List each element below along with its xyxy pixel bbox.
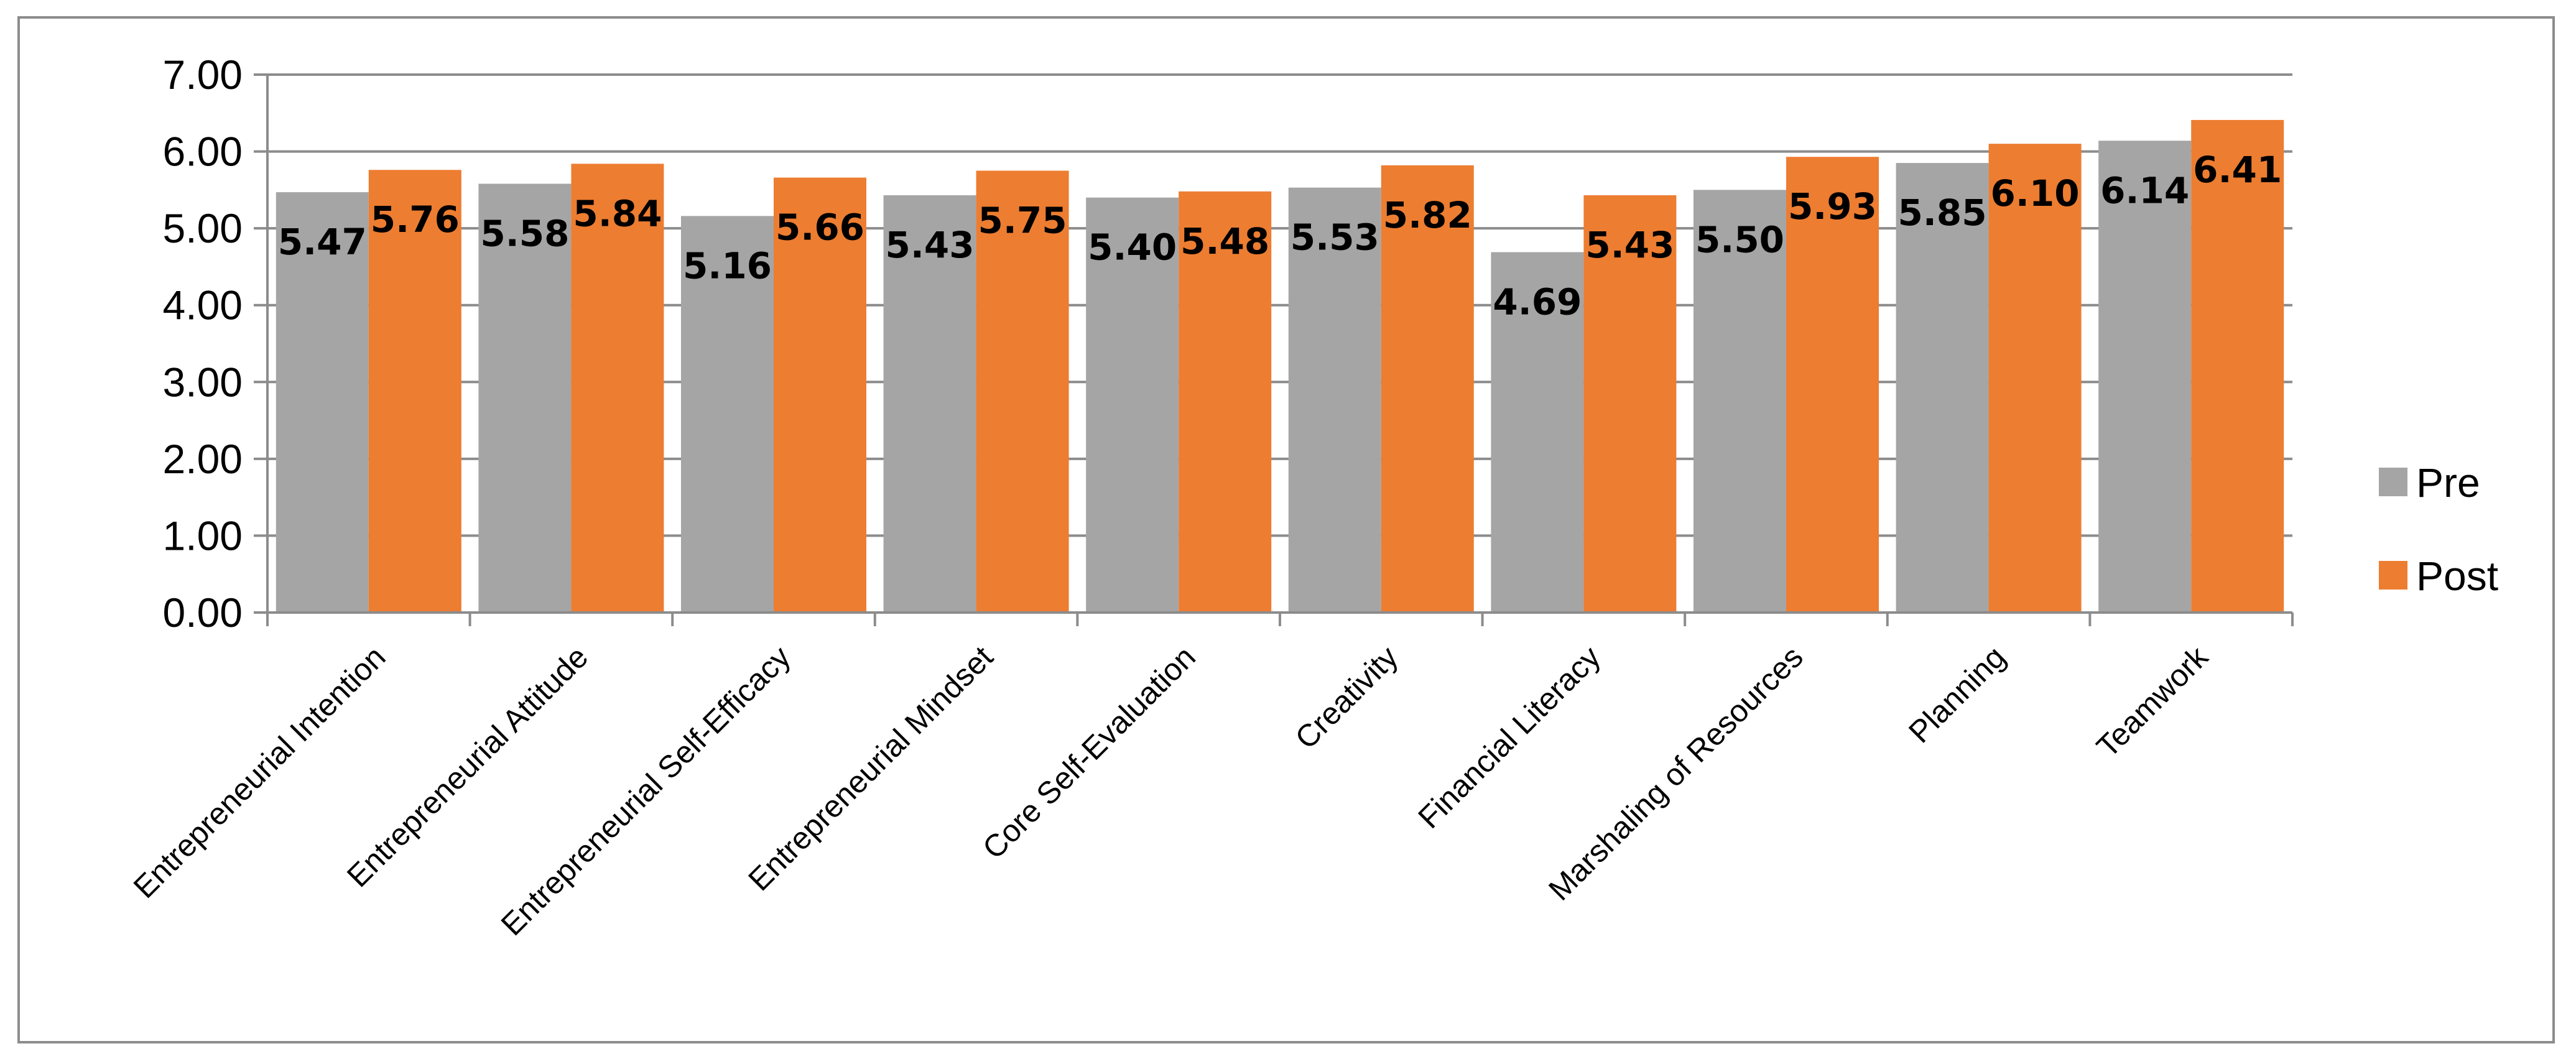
- legend-swatch-pre: [2379, 468, 2407, 496]
- x-category-label: Teamwork: [2090, 639, 2215, 764]
- data-label-post: 5.82: [1383, 194, 1472, 236]
- data-label-post: 5.43: [1585, 224, 1674, 266]
- y-tick-label: 2.00: [163, 436, 243, 482]
- bar-pre: [1693, 190, 1786, 613]
- data-label-post: 5.75: [978, 199, 1067, 241]
- x-category-label: Creativity: [1289, 639, 1405, 756]
- y-tick-label: 7.00: [163, 52, 243, 98]
- bar-pre: [1896, 163, 1989, 613]
- data-label-pre: 5.53: [1290, 216, 1379, 259]
- bar-pre: [681, 216, 774, 613]
- x-category-label: Planning: [1902, 639, 2012, 749]
- data-label-pre: 5.43: [886, 224, 975, 266]
- y-tick-label: 4.00: [163, 282, 243, 328]
- bar-pre: [478, 183, 572, 613]
- data-label-pre: 5.16: [683, 244, 772, 287]
- data-label-post: 5.66: [776, 206, 864, 249]
- bar-pre: [1491, 252, 1584, 613]
- legend: Pre Post: [2379, 460, 2498, 599]
- data-label-post: 5.48: [1180, 220, 1269, 262]
- x-category-label: Financial Literacy: [1411, 639, 1607, 835]
- data-label-pre: 5.50: [1695, 218, 1784, 261]
- data-label-pre: 5.58: [480, 212, 569, 254]
- bar-post: [774, 177, 866, 613]
- bar-post: [1988, 144, 2082, 613]
- legend-label-post: Post: [2416, 553, 2498, 599]
- data-label-pre: 4.69: [1493, 280, 1582, 323]
- bar-post: [1583, 195, 1677, 613]
- data-label-post: 6.10: [1991, 172, 2080, 215]
- bar-pre: [883, 195, 976, 613]
- bar-pre: [1086, 197, 1179, 613]
- y-tick-label: 6.00: [163, 129, 243, 175]
- bars: [276, 119, 2284, 613]
- bar-post: [976, 170, 1069, 613]
- bar-post: [571, 164, 664, 613]
- y-tick-label: 0.00: [163, 590, 243, 636]
- data-label-pre: 6.14: [2100, 169, 2189, 211]
- data-label-pre: 5.85: [1898, 192, 1987, 234]
- bar-post: [1381, 165, 1474, 613]
- data-label-post: 5.93: [1788, 185, 1877, 228]
- bar-post: [1179, 191, 1272, 613]
- data-label-post: 6.41: [2193, 149, 2282, 191]
- bar-pre: [1288, 187, 1381, 613]
- data-label-pre: 5.47: [278, 221, 367, 263]
- bar-post: [2191, 119, 2284, 613]
- legend-swatch-post: [2379, 561, 2407, 590]
- data-label-pre: 5.40: [1088, 226, 1177, 269]
- bar-post: [1786, 157, 1879, 613]
- bar-post: [368, 170, 461, 613]
- data-label-post: 5.76: [371, 198, 460, 241]
- bar-pre: [2098, 141, 2192, 613]
- bar-pre: [276, 192, 369, 613]
- data-label-post: 5.84: [573, 192, 662, 234]
- x-category-label: Core Self-Evaluation: [976, 639, 1202, 866]
- data-labels: 5.475.76 5.58 5.845.165.66 5.435.755.40 5.48…: [278, 149, 2282, 323]
- y-tick-label: 3.00: [163, 359, 243, 405]
- y-tick-label: 1.00: [163, 512, 243, 558]
- y-tick-label: 5.00: [163, 205, 243, 251]
- legend-label-pre: Pre: [2416, 460, 2480, 506]
